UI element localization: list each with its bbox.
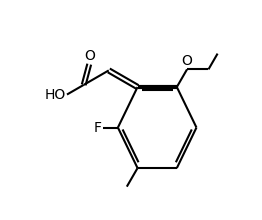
Text: O: O [182, 54, 193, 68]
Text: HO: HO [45, 88, 66, 102]
Text: O: O [84, 49, 95, 63]
Text: F: F [94, 121, 102, 135]
